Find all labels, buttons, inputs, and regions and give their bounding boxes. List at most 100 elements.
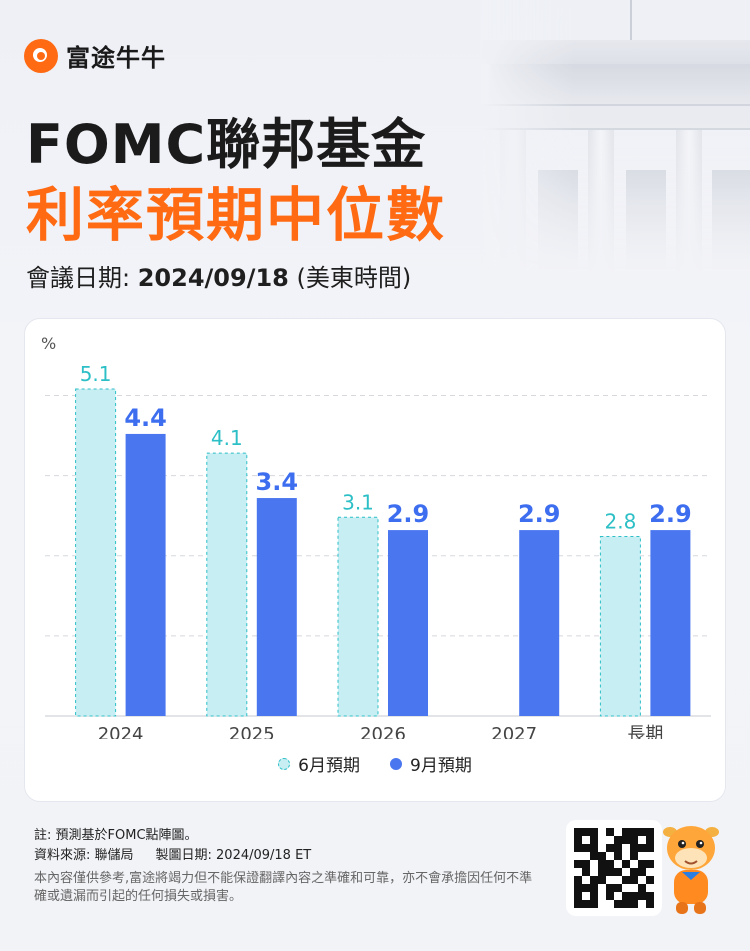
- qr-cell: [638, 876, 646, 884]
- building-decoration: [480, 0, 750, 290]
- qr-cell: [606, 900, 614, 908]
- qr-cell: [590, 836, 598, 844]
- qr-cell: [622, 836, 630, 844]
- x-tick-label: 長期: [627, 724, 663, 739]
- futu-logo-icon: [24, 38, 58, 73]
- qr-cell: [614, 836, 622, 844]
- meeting-label: 會議日期:: [26, 264, 138, 292]
- qr-cell: [582, 868, 590, 876]
- qr-cell: [614, 852, 622, 860]
- legend-swatch-june: [278, 757, 291, 770]
- qr-cell: [630, 852, 638, 860]
- qr-cell: [582, 844, 590, 852]
- bar-june: [337, 516, 379, 717]
- qr-cell: [590, 868, 598, 876]
- qr-cell: [646, 828, 654, 836]
- title-line1: FOMC聯邦基金: [26, 113, 427, 176]
- bar-chart: % 5.1 4.4 2024 4.1 3.4 2025 3.1 2.9 2026 2.9 2027 2.…: [41, 334, 711, 739]
- legend-label-september: 9月預期: [410, 756, 472, 776]
- qr-cell: [606, 828, 614, 836]
- qr-cell: [614, 844, 622, 852]
- qr-cell: [590, 876, 598, 884]
- qr-cell: [622, 860, 630, 868]
- qr-cell: [606, 884, 614, 892]
- qr-cell: [622, 852, 630, 860]
- qr-cell: [574, 844, 582, 852]
- qr-cell: [574, 892, 582, 900]
- qr-cell: [598, 860, 606, 868]
- qr-cell: [630, 876, 638, 884]
- qr-cell: [598, 844, 606, 852]
- brand-name: 富途牛牛: [66, 44, 166, 72]
- qr-cell: [574, 852, 582, 860]
- qr-cell: [614, 868, 622, 876]
- qr-cell: [598, 884, 606, 892]
- qr-cell: [598, 852, 606, 860]
- qr-cell: [598, 876, 606, 884]
- qr-cell: [606, 876, 614, 884]
- qr-cell: [574, 868, 582, 876]
- qr-cell: [614, 876, 622, 884]
- footer-made-date: 製圖日期: 2024/09/18 ET: [155, 848, 312, 863]
- qr-cell: [646, 900, 654, 908]
- qr-cell: [590, 852, 598, 860]
- qr-cell: [574, 836, 582, 844]
- bar-september: [125, 433, 166, 716]
- qr-cell: [638, 828, 646, 836]
- qr-cell: [582, 852, 590, 860]
- qr-cell: [606, 860, 614, 868]
- qr-code-icon: [566, 820, 662, 916]
- qr-cell: [582, 892, 590, 900]
- footer: 註: 預測基於FOMC點陣圖。 資料來源: 聯儲局 製圖日期: 2024/09/1…: [34, 826, 554, 906]
- qr-cell: [590, 884, 598, 892]
- legend-swatch-september: [390, 757, 402, 770]
- qr-cell: [646, 860, 654, 868]
- qr-cell: [646, 868, 654, 876]
- qr-cell: [614, 892, 622, 900]
- qr-cell: [630, 844, 638, 852]
- chart-card: % 5.1 4.4 2024 4.1 3.4 2025 3.1 2.9 2026 2.9 2027 2.…: [24, 318, 726, 802]
- qr-cell: [582, 860, 590, 868]
- bar-september: [519, 530, 560, 716]
- qr-cell: [598, 892, 606, 900]
- qr-cell: [630, 884, 638, 892]
- qr-cell: [646, 876, 654, 884]
- x-tick-label: 2025: [229, 724, 275, 739]
- data-label-september: 2.9: [387, 500, 430, 528]
- qr-cell: [590, 844, 598, 852]
- legend-item-june: 6月預期: [278, 751, 360, 776]
- qr-cell: [622, 828, 630, 836]
- legend-item-september: 9月預期: [390, 751, 472, 776]
- qr-cell: [638, 836, 646, 844]
- qr-cell: [638, 852, 646, 860]
- data-label-september: 2.9: [649, 500, 692, 528]
- qr-cell: [630, 892, 638, 900]
- data-label-september: 2.9: [518, 500, 561, 528]
- qr-cell: [646, 884, 654, 892]
- chart-legend: 6月預期 9月預期: [25, 751, 725, 776]
- qr-cell: [614, 900, 622, 908]
- qr-cell: [574, 900, 582, 908]
- bar-september: [650, 530, 691, 716]
- qr-cell: [622, 868, 630, 876]
- qr-cell: [622, 884, 630, 892]
- qr-cell: [606, 836, 614, 844]
- qr-cell: [638, 892, 646, 900]
- qr-cell: [630, 900, 638, 908]
- qr-cell: [598, 828, 606, 836]
- qr-cell: [574, 884, 582, 892]
- qr-cell: [622, 844, 630, 852]
- bar-september: [256, 498, 297, 716]
- data-label-june: 3.1: [342, 490, 374, 514]
- qr-cell: [598, 900, 606, 908]
- qr-cell: [638, 860, 646, 868]
- qr-cell: [622, 876, 630, 884]
- qr-cell: [646, 852, 654, 860]
- qr-cell: [638, 900, 646, 908]
- qr-cell: [630, 868, 638, 876]
- qr-cell: [646, 836, 654, 844]
- qr-cell: [590, 860, 598, 868]
- qr-cell: [582, 828, 590, 836]
- qr-cell: [606, 844, 614, 852]
- brand-logo: 富途牛牛: [24, 38, 166, 73]
